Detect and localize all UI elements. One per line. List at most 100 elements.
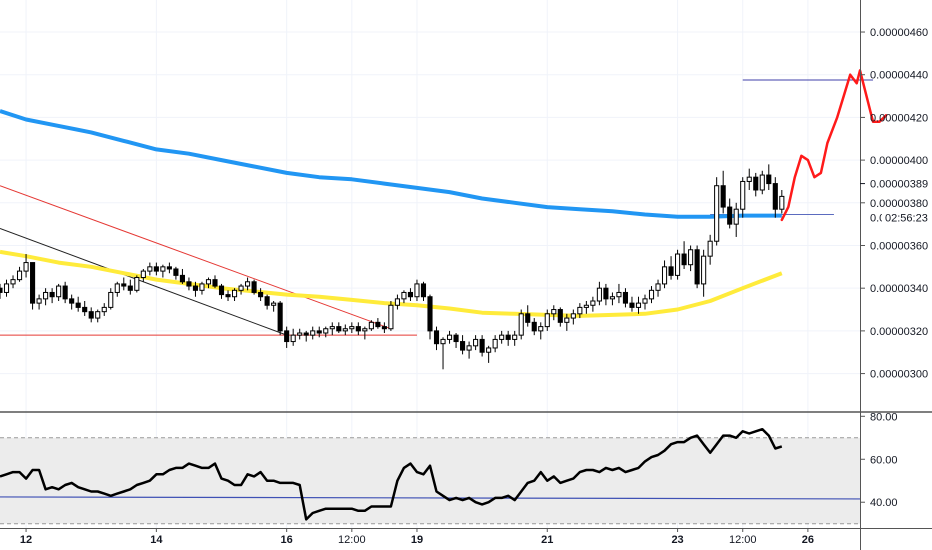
candle-body: [264, 296, 270, 306]
candle-body: [16, 270, 23, 281]
hand-drawing[interactable]: [780, 69, 888, 222]
time-tick-label: 14: [150, 534, 163, 546]
candle-body: [427, 296, 433, 332]
candle-body: [3, 283, 10, 293]
candle: [258, 288, 264, 301]
price-tick-label: 0.00000320: [870, 326, 928, 338]
candle: [694, 245, 700, 289]
candle-body: [583, 304, 589, 308]
candle: [525, 305, 531, 327]
candle-body: [336, 326, 342, 332]
candle: [453, 333, 459, 348]
candle-body: [701, 255, 707, 285]
candle-body: [727, 206, 733, 225]
trendline[interactable]: [0, 185, 392, 330]
candle-body: [596, 287, 602, 302]
current-price-label: 0.00000389: [870, 179, 928, 191]
candle-body: [316, 330, 322, 334]
candle: [407, 288, 414, 301]
candle-body: [642, 298, 648, 304]
candle-body: [388, 304, 394, 330]
candle: [381, 322, 387, 334]
candle: [499, 330, 505, 344]
candle: [668, 256, 674, 280]
candle-body: [492, 338, 498, 349]
time-tick-label: 23: [671, 534, 683, 546]
candle-body: [433, 330, 440, 345]
candle-body: [766, 174, 772, 185]
candle: [205, 277, 212, 289]
countdown-bg: [882, 208, 932, 227]
candle: [635, 296, 642, 314]
candle-body: [284, 330, 290, 343]
candle: [603, 283, 609, 306]
candle-body: [551, 309, 557, 315]
rsi-pane[interactable]: [0, 411, 932, 525]
candle: [512, 330, 518, 346]
time-tick-label: 16: [281, 534, 293, 546]
candle: [36, 294, 42, 310]
candle: [740, 177, 746, 218]
candle: [218, 283, 225, 299]
candle: [199, 281, 205, 295]
candle: [368, 320, 374, 331]
candle: [655, 279, 661, 297]
candle: [531, 318, 537, 336]
candle: [622, 288, 629, 308]
candle: [303, 330, 309, 342]
candle: [420, 281, 427, 301]
candle: [779, 189, 785, 214]
candle-body: [179, 274, 185, 283]
candle-body: [225, 294, 231, 298]
candle-body: [570, 313, 576, 319]
candle-body: [205, 279, 212, 285]
candle: [394, 294, 400, 310]
price-axis[interactable]: 0.00000300 0.00000320 0.00000340 0.00000360…: [860, 0, 932, 550]
candle: [140, 268, 146, 282]
rsi-axis[interactable]: 40.00 60.00 80.00: [860, 411, 898, 509]
candle: [238, 283, 244, 295]
candle-body: [661, 266, 668, 285]
candle-body: [518, 313, 524, 336]
candle-body: [355, 326, 361, 332]
candle: [30, 262, 36, 310]
candle-body: [401, 291, 407, 300]
candle-body: [147, 266, 153, 272]
candle: [225, 290, 231, 301]
price-tick-label: 0.00000360: [870, 240, 928, 252]
candle: [492, 335, 498, 353]
candle-body: [114, 283, 120, 293]
candle: [714, 177, 720, 246]
price-pane[interactable]: [0, 69, 888, 370]
candle-body: [577, 306, 583, 315]
candle-body: [49, 291, 55, 298]
candle-body: [635, 302, 642, 308]
candle: [583, 300, 589, 314]
candle: [642, 294, 648, 310]
rsi-tick-label: 80.00: [870, 411, 898, 423]
rsi-band: [0, 437, 860, 524]
time-axis[interactable]: 12 14 16 12:00 19 21 23 12:00 26: [0, 528, 932, 546]
candle-body: [525, 313, 531, 323]
candle-body: [310, 330, 316, 336]
ma-yellow-line: [0, 249, 783, 318]
candle-body: [688, 249, 694, 266]
candle: [544, 309, 550, 331]
candle: [766, 164, 772, 190]
candle: [192, 281, 199, 297]
candle: [570, 309, 576, 325]
rsi-signal-line: [0, 496, 861, 500]
candle: [297, 328, 303, 340]
candle-body: [616, 291, 622, 298]
price-tick-label: 0.00000340: [870, 283, 928, 295]
candle: [342, 324, 348, 336]
candle: [473, 335, 479, 351]
price-tick-label: 0.00000300: [870, 369, 928, 381]
candle: [186, 277, 192, 291]
candle: [433, 326, 440, 351]
candle-body: [446, 334, 453, 340]
candle: [173, 266, 179, 280]
candle-body: [121, 283, 127, 287]
candle-body: [199, 283, 205, 291]
